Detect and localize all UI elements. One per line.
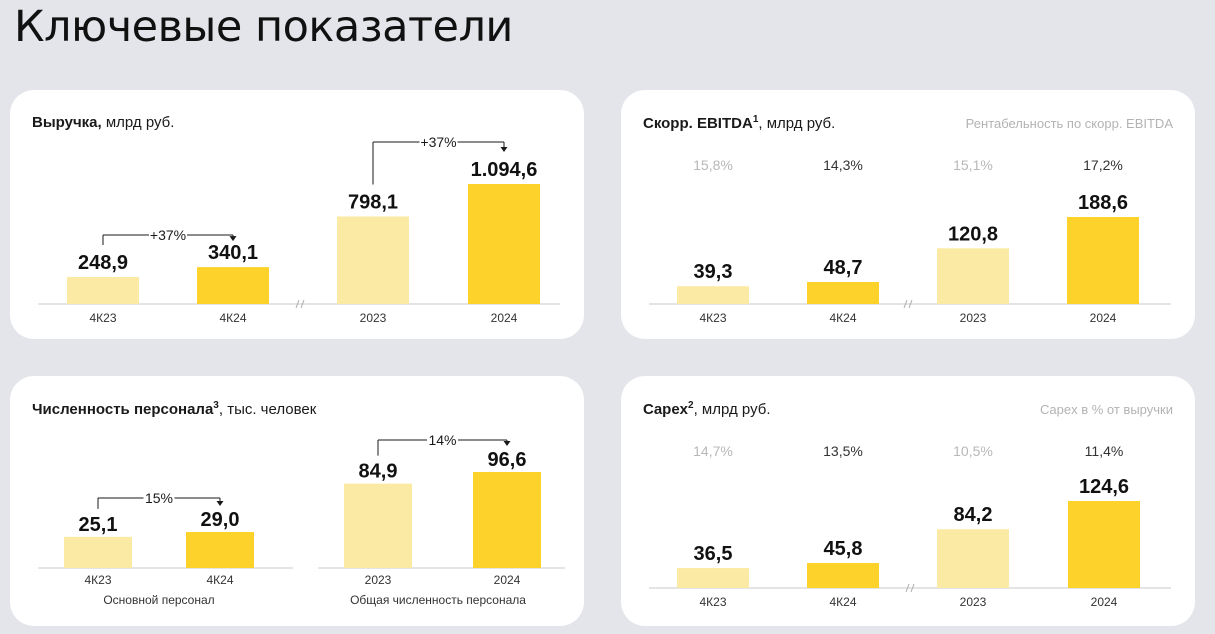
- margin-legend: Рентабельность по скорр. EBITDA: [965, 116, 1173, 131]
- capex-chart: 36,5 4К23 14,7% 45,8 4К24 13,5% 84,2 2023 10,5% 1…: [649, 443, 1171, 609]
- growth-label: +37%: [420, 134, 456, 150]
- value-label: 188,6: [1078, 192, 1128, 214]
- bar: [337, 216, 409, 304]
- bar: [677, 568, 749, 588]
- category-label: 4К23: [699, 311, 726, 325]
- footnote-mark: 2: [688, 400, 694, 411]
- category-label: 2024: [491, 311, 518, 325]
- bar: [186, 532, 254, 568]
- arrow-head: [503, 441, 511, 446]
- margin-label: 13,5%: [823, 443, 863, 459]
- bar: [937, 529, 1009, 588]
- bar: [67, 277, 139, 304]
- margin-label: 15,8%: [693, 157, 733, 173]
- category-label: 4К23: [699, 595, 726, 609]
- value-label: 29,0: [201, 509, 240, 531]
- axis-break: [910, 583, 915, 593]
- category-label: 2024: [1091, 595, 1118, 609]
- value-label: 340,1: [208, 242, 258, 264]
- headcount-chart: 25,1 4К23 29,0 4К24 Основной персонал 15% 84,9…: [38, 432, 565, 607]
- card-title-bold: Выручка,: [32, 114, 102, 131]
- bar: [197, 267, 269, 304]
- category-label: 2023: [960, 595, 987, 609]
- capex-card: Capex2, млрд руб. Capex в % от выручки 3…: [621, 376, 1195, 626]
- bar: [807, 282, 879, 304]
- value-label: 48,7: [824, 257, 863, 279]
- card-title: Capex2, млрд руб.: [643, 400, 771, 418]
- margin-label: 15,1%: [953, 157, 993, 173]
- ebitda-chart: 39,3 4К23 15,8% 48,7 4К24 14,3% 120,8 2023 15,1%…: [649, 157, 1171, 325]
- card-title-rest: , млрд руб.: [693, 401, 771, 418]
- arrow-head: [229, 236, 237, 242]
- value-label: 124,6: [1079, 476, 1129, 498]
- card-title: Скорр. EBITDA1, млрд руб.: [643, 114, 835, 132]
- category-label: 4К24: [829, 595, 856, 609]
- card-title-rest: млрд руб.: [101, 114, 175, 131]
- category-label: 4К23: [84, 573, 111, 587]
- headcount-card: Численность персонала3, тыс. человек 25,…: [10, 376, 584, 626]
- category-label: 4К24: [206, 573, 233, 587]
- value-label: 96,6: [488, 449, 527, 471]
- axis-break: [905, 583, 910, 593]
- margin-label: 17,2%: [1083, 157, 1123, 173]
- value-label: 84,2: [954, 504, 993, 526]
- arrow-head: [500, 147, 508, 152]
- arrow-head: [216, 501, 224, 506]
- value-label: 36,5: [694, 543, 733, 565]
- group-caption: Общая численность персонала: [350, 593, 526, 607]
- footnote-mark: 1: [752, 114, 759, 125]
- value-label: 248,9: [78, 252, 128, 274]
- growth-label: +37%: [150, 227, 186, 243]
- axis-break: [295, 299, 300, 309]
- category-label: 2023: [960, 311, 987, 325]
- category-label: 2023: [360, 311, 387, 325]
- page-title: Ключевые показатели: [14, 2, 513, 52]
- bar: [1068, 501, 1140, 588]
- axis-break: [908, 299, 913, 309]
- growth-label: 14%: [428, 432, 456, 448]
- value-label: 120,8: [948, 223, 998, 245]
- bar: [677, 286, 749, 304]
- card-title: Численность персонала3, тыс. человек: [32, 400, 316, 418]
- value-label: 1.094,6: [471, 159, 538, 181]
- bar: [937, 248, 1009, 304]
- value-label: 84,9: [359, 461, 398, 483]
- revenue-chart: 248,9 4К23 340,1 4К24 798,1 2023 1.094,6 2024 +3…: [38, 134, 560, 325]
- value-label: 45,8: [824, 538, 863, 560]
- bar: [807, 563, 879, 588]
- card-title-bold: Численность персонала: [32, 401, 214, 418]
- category-label: 4К24: [219, 311, 246, 325]
- category-label: 2024: [494, 573, 521, 587]
- category-label: 2023: [365, 573, 392, 587]
- bar: [64, 536, 132, 568]
- margin-label: 10,5%: [953, 443, 993, 459]
- axis-break: [903, 299, 908, 309]
- card-title-rest: , млрд руб.: [758, 115, 836, 132]
- margin-label: 14,3%: [823, 157, 863, 173]
- margin-label: 11,4%: [1085, 443, 1124, 459]
- ebitda-card: Скорр. EBITDA1, млрд руб. Рентабельность…: [621, 90, 1195, 339]
- value-label: 798,1: [348, 192, 398, 214]
- margin-legend: Capex в % от выручки: [1040, 402, 1173, 417]
- category-label: 4К23: [89, 311, 116, 325]
- card-title-rest: , тыс. человек: [218, 401, 317, 418]
- value-label: 39,3: [694, 261, 733, 283]
- card-title-bold: Скорр. EBITDA: [643, 115, 753, 132]
- bar: [344, 483, 412, 568]
- revenue-card: Выручка, млрд руб. 248,9 4К23 340,1 4К24 798…: [10, 90, 584, 339]
- bar: [473, 472, 541, 568]
- bar: [468, 184, 540, 304]
- card-title-bold: Capex: [643, 401, 689, 418]
- category-label: 2024: [1090, 311, 1117, 325]
- bar: [1067, 217, 1139, 304]
- growth-label: 15%: [145, 490, 173, 506]
- category-label: 4К24: [829, 311, 856, 325]
- footnote-mark: 3: [213, 400, 219, 411]
- card-title: Выручка, млрд руб.: [32, 114, 174, 131]
- margin-label: 14,7%: [693, 443, 733, 459]
- axis-break: [300, 299, 305, 309]
- group-caption: Основной персонал: [103, 593, 214, 607]
- value-label: 25,1: [79, 514, 118, 536]
